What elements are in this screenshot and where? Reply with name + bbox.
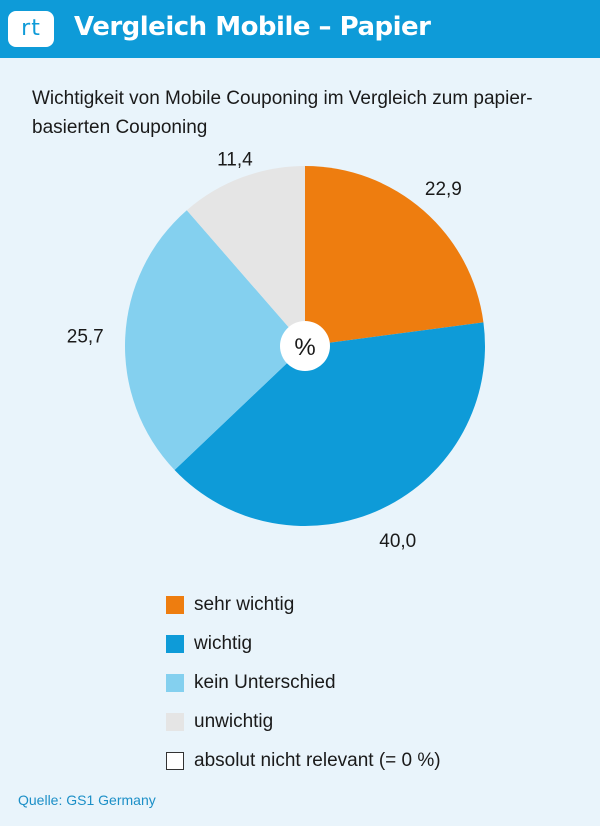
legend-label: wichtig bbox=[194, 632, 253, 654]
pie-slice-wichtig bbox=[174, 322, 485, 526]
legend-item-kein-unterschied: kein Unterschied bbox=[166, 663, 441, 702]
pie-slices bbox=[125, 166, 485, 526]
legend-swatch bbox=[166, 712, 184, 731]
pie-slice-kein-unterschied bbox=[125, 210, 305, 471]
pie-value-labels: 22,9 40,0 25,7 11,4 bbox=[67, 150, 462, 552]
pie-slice-unwichtig bbox=[186, 166, 305, 346]
legend-label: absolut nicht relevant (= 0 %) bbox=[194, 749, 441, 771]
pie-chart: 22,9 40,0 25,7 11,4 % bbox=[67, 150, 485, 552]
pie-value-label: 22,9 bbox=[425, 179, 462, 200]
chart-title-line-1: Wichtigkeit von Mobile Couponing im Verg… bbox=[32, 88, 533, 109]
pie-center-circle bbox=[280, 321, 330, 371]
legend-swatch bbox=[166, 595, 184, 614]
header-bar: rt Vergleich Mobile – Papier bbox=[0, 0, 600, 58]
chart-title-line-2: basierten Couponing bbox=[32, 117, 208, 138]
source-note: Quelle: GS1 Germany bbox=[18, 792, 156, 808]
page-title: Vergleich Mobile – Papier bbox=[74, 12, 431, 42]
pie-center-label: % bbox=[294, 334, 315, 361]
pie-value-label: 11,4 bbox=[217, 150, 253, 171]
legend-swatch bbox=[166, 751, 184, 770]
pie-value-label: 40,0 bbox=[379, 531, 416, 552]
legend-label: kein Unterschied bbox=[194, 671, 336, 693]
pie-slice-sehr-wichtig bbox=[305, 166, 484, 346]
pie-value-label: 25,7 bbox=[67, 327, 104, 348]
legend-item-wichtig: wichtig bbox=[166, 624, 441, 663]
legend-item-absolut-nicht-relevant: absolut nicht relevant (= 0 %) bbox=[166, 741, 441, 780]
legend-swatch bbox=[166, 634, 184, 653]
legend-item-sehr-wichtig: sehr wichtig bbox=[166, 585, 441, 624]
legend-swatch bbox=[166, 673, 184, 692]
legend-label: sehr wichtig bbox=[194, 593, 295, 615]
legend-item-unwichtig: unwichtig bbox=[166, 702, 441, 741]
rt-logo: rt bbox=[8, 11, 54, 47]
chart-title: Wichtigkeit von Mobile Couponing im Verg… bbox=[32, 84, 592, 142]
logo-text: rt bbox=[21, 16, 41, 41]
legend-label: unwichtig bbox=[194, 710, 274, 732]
chart-legend: sehr wichtig wichtig kein Unterschied un… bbox=[166, 585, 441, 780]
